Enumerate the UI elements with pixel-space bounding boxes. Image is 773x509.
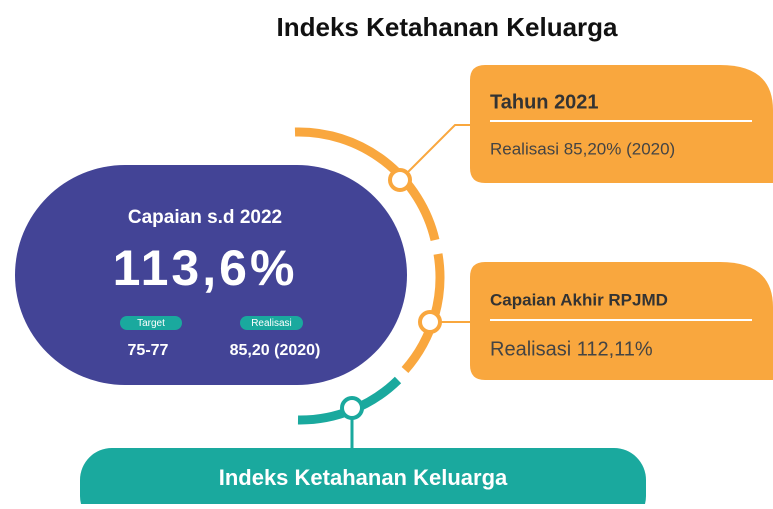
realisasi-value: 85,20 (2020) [230,342,321,359]
badge [120,316,182,330]
footer-label: Indeks Ketahanan Keluarga [219,465,508,490]
node [388,168,412,192]
info-card-text: Realisasi 85,20% (2020) [490,139,675,158]
info-card-title: Tahun 2021 [490,91,599,113]
main-card [15,165,407,385]
footer-pill [80,448,646,509]
badge-label: Target [137,318,165,329]
info-card-title: Capaian Akhir RPJMD [490,290,668,309]
main-card-value: 113,6% [113,240,298,296]
info-card-text: Realisasi 112,11% [490,338,653,360]
arc-segment [294,127,440,242]
connector [399,124,472,181]
node [418,310,442,334]
main-card-title: Capaian s.d 2022 [128,207,282,228]
badge [240,316,303,330]
page-title: Indeks Ketahanan Keluarga [277,12,619,42]
node [340,396,364,420]
target-value: 75-77 [128,342,169,359]
info-card [470,65,773,183]
badge-label: Realisasi [251,318,292,329]
